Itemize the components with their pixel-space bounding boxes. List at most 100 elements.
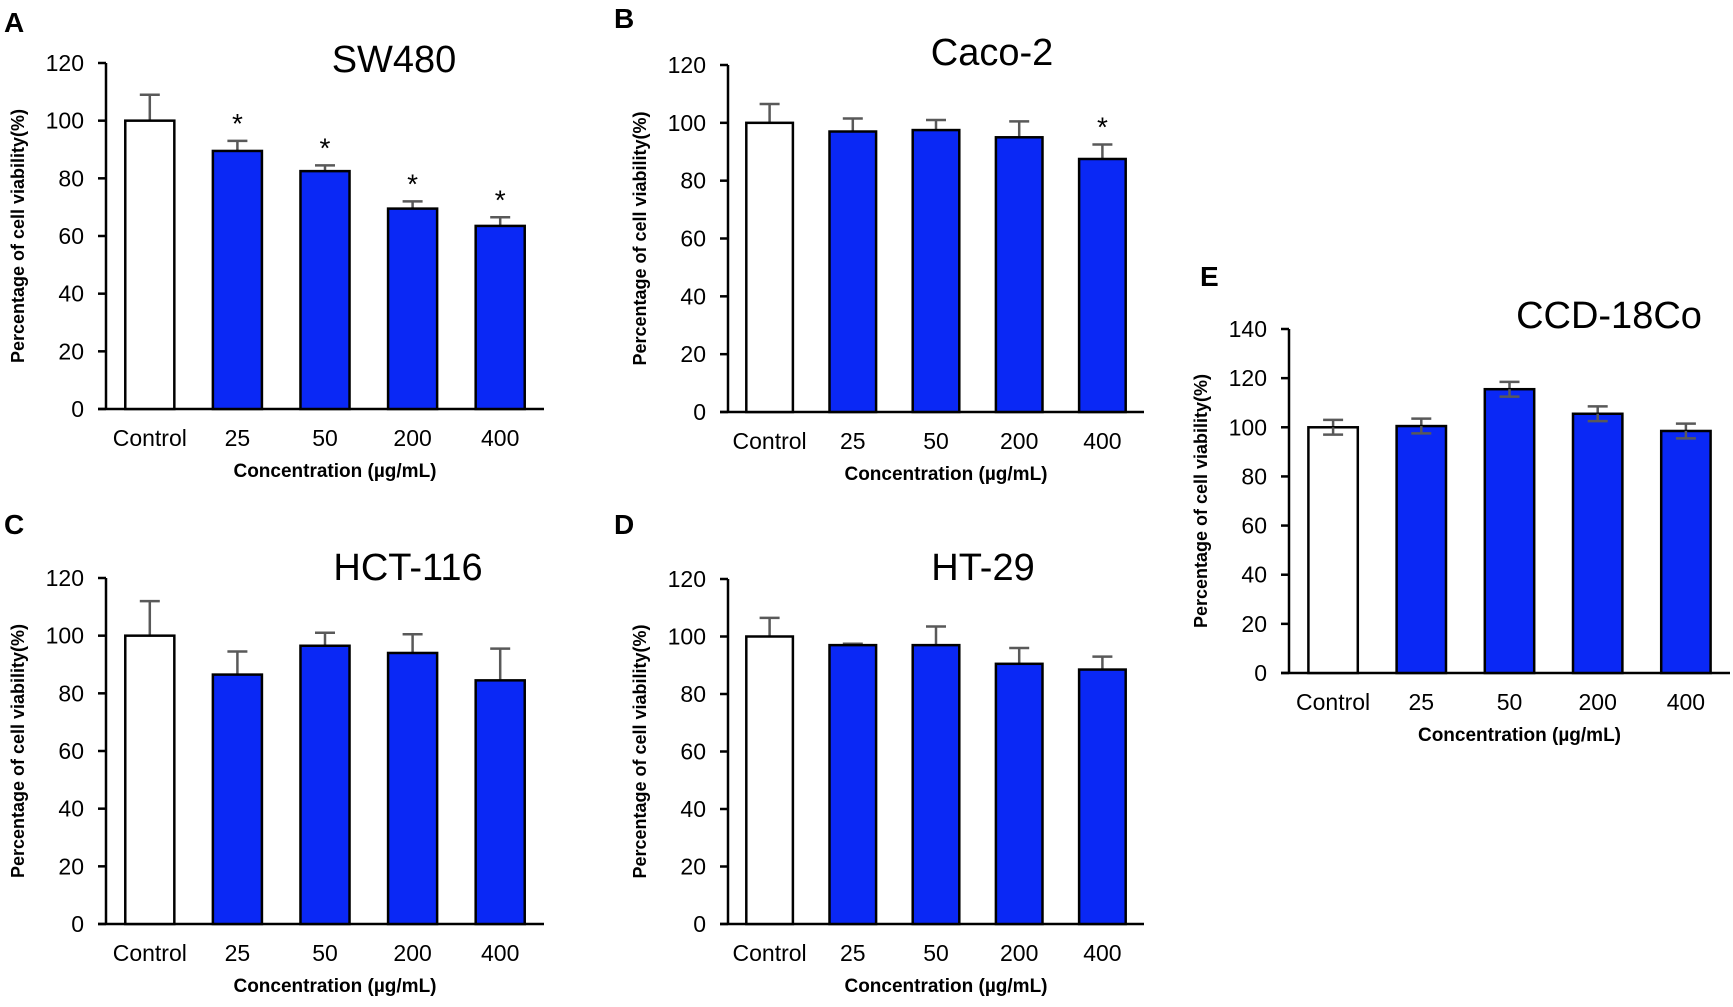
x-tick-label: Control	[113, 425, 187, 451]
x-tick-label: 200	[1000, 428, 1038, 454]
y-tick-label: 40	[58, 281, 84, 307]
x-tick-label: 200	[393, 940, 431, 966]
x-tick-label: Control	[733, 428, 807, 454]
y-tick-label: 100	[46, 108, 84, 134]
y-tick-label: 20	[58, 853, 84, 879]
panel-letter: E	[1200, 261, 1219, 292]
x-tick-label: 200	[393, 425, 431, 451]
bar-50	[911, 128, 961, 414]
bar-200	[386, 207, 439, 411]
bar-25	[211, 149, 264, 411]
y-tick-label: 40	[680, 796, 706, 822]
panel-letter: C	[4, 509, 24, 540]
x-tick-label: 50	[923, 940, 949, 966]
x-tick-label: 50	[312, 425, 338, 451]
x-tick-label: 25	[225, 940, 251, 966]
bar-control	[124, 119, 176, 411]
y-tick-label: 60	[1241, 513, 1267, 539]
y-tick-label: 20	[58, 338, 84, 364]
bar-50	[299, 644, 351, 926]
bar-400	[474, 679, 526, 926]
bar-50	[911, 643, 961, 926]
x-tick-label: 400	[1083, 940, 1121, 966]
y-tick-label: 120	[46, 565, 84, 591]
error-bar	[759, 616, 780, 637]
error-bar	[759, 102, 780, 123]
chart-title: CCD-18Co	[1516, 295, 1702, 337]
x-axis-label: Concentration (µg/mL)	[233, 976, 436, 997]
y-tick-label: 80	[58, 165, 84, 191]
chart-title: Caco-2	[931, 32, 1054, 74]
bar-400	[1077, 668, 1127, 926]
y-tick-label: 120	[668, 566, 706, 592]
bar-200	[994, 136, 1044, 414]
panel-letter: A	[4, 7, 24, 38]
x-tick-label: 400	[481, 425, 519, 451]
x-tick-label: Control	[1296, 689, 1370, 715]
x-tick-label: 200	[1000, 940, 1038, 966]
y-tick-label: 40	[58, 796, 84, 822]
x-axis-label: Concentration (µg/mL)	[1418, 725, 1621, 746]
chart-title: HCT-116	[333, 547, 482, 589]
error-bar	[1092, 143, 1113, 159]
error-bar	[490, 216, 511, 226]
y-axis-label: Percentage of cell viability(%)	[8, 109, 28, 363]
x-tick-label: 50	[312, 940, 338, 966]
error-bar	[1092, 655, 1113, 670]
error-bar	[926, 625, 946, 646]
error-bar	[227, 139, 248, 151]
y-tick-label: 80	[680, 681, 706, 707]
x-tick-label: 400	[1083, 428, 1121, 454]
y-tick-label: 0	[1254, 660, 1267, 686]
y-tick-label: 60	[58, 223, 84, 249]
x-tick-label: 25	[840, 940, 866, 966]
x-tick-label: 25	[225, 425, 251, 451]
significance-star: *	[495, 184, 506, 215]
panel-b: B Caco-2 0 20 40 60 80 100 120 Percentage of cell…	[614, 3, 1144, 485]
y-tick-label: 0	[693, 911, 706, 937]
chart-title: SW480	[332, 39, 457, 81]
x-tick-label: 25	[1409, 689, 1435, 715]
y-tick-label: 60	[680, 739, 706, 765]
bar-400	[474, 224, 526, 411]
y-tick-label: 100	[668, 110, 706, 136]
y-tick-label: 120	[46, 50, 84, 76]
error-bar	[1009, 120, 1030, 138]
y-tick-label: 40	[1241, 562, 1267, 588]
chart-title: HT-29	[931, 547, 1034, 589]
panel-e: E CCD-18Co 0 20 40 60 80 100 120 140 Percentage of…	[1191, 261, 1730, 746]
bar-400	[1077, 157, 1127, 414]
y-tick-label: 100	[1229, 414, 1267, 440]
bar-50	[1483, 387, 1536, 675]
significance-star: *	[320, 132, 331, 163]
y-tick-label: 120	[1229, 365, 1267, 391]
significance-star: *	[1097, 112, 1108, 143]
y-tick-label: 20	[1241, 611, 1267, 637]
panel-d: D HT-29 0 20 40 60 80 100 120 Percentage of cell …	[614, 509, 1144, 997]
error-bar	[842, 117, 863, 132]
bar-200	[994, 662, 1044, 926]
panel-c: C HCT-116 0 20 40 60 80 100 120 Percentage of cel…	[4, 509, 544, 997]
y-tick-label: 20	[680, 341, 706, 367]
bar-control	[1307, 426, 1360, 675]
y-tick-label: 120	[668, 52, 706, 78]
error-bar	[139, 93, 160, 121]
error-bar	[926, 118, 946, 131]
bar-50	[299, 169, 351, 411]
bar-25	[1395, 424, 1448, 675]
y-axis-label: Percentage of cell viability(%)	[630, 624, 650, 878]
error-bar	[1009, 646, 1030, 664]
y-tick-label: 100	[668, 624, 706, 650]
error-bar	[402, 632, 423, 653]
y-tick-label: 0	[71, 911, 84, 937]
x-tick-label: 200	[1579, 689, 1617, 715]
y-axis-label: Percentage of cell viability(%)	[630, 111, 650, 365]
x-tick-label: Control	[733, 940, 807, 966]
x-tick-label: 400	[481, 940, 519, 966]
y-tick-label: 60	[680, 226, 706, 252]
error-bar	[227, 650, 248, 675]
y-tick-label: 80	[58, 680, 84, 706]
error-bar	[315, 631, 335, 646]
x-tick-label: 50	[923, 428, 949, 454]
bar-25	[828, 643, 878, 926]
